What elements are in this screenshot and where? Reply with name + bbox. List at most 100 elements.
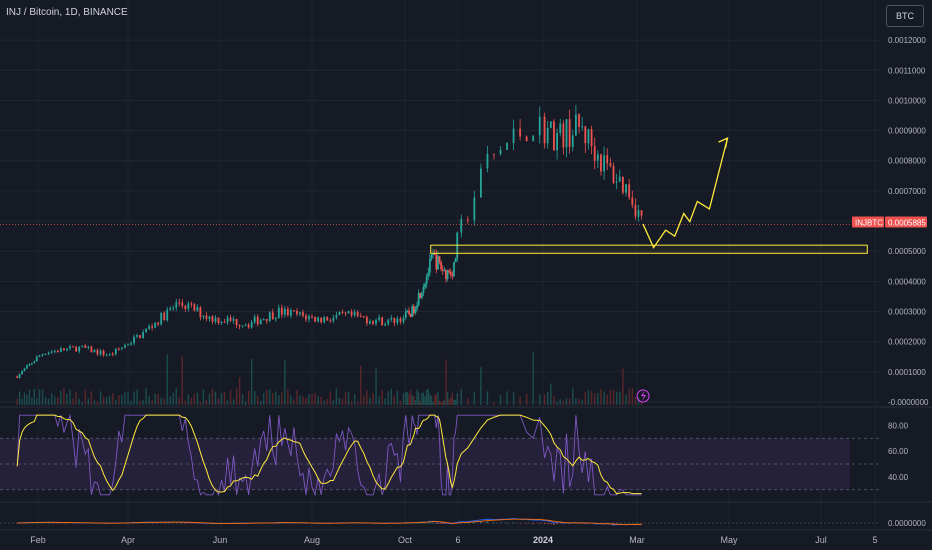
- volume-bar: [205, 399, 208, 405]
- candle-body: [356, 312, 359, 317]
- candle-body: [296, 310, 298, 315]
- volume-bar: [217, 398, 220, 405]
- volume-bar: [402, 393, 405, 405]
- candle-body: [393, 317, 396, 324]
- volume-bar: [634, 396, 637, 405]
- candle-body: [387, 319, 390, 325]
- macd-histogram-bar: [435, 523, 438, 524]
- volume-bar: [499, 395, 502, 405]
- candle-body: [466, 219, 469, 221]
- candle-body: [148, 326, 151, 329]
- macd-histogram-bar: [427, 522, 429, 524]
- rsi-tick-label: 60.00: [888, 447, 909, 456]
- volume-bar: [480, 367, 482, 405]
- macd-histogram-bar: [506, 522, 508, 524]
- candle-body: [359, 316, 362, 318]
- volume-bar: [590, 391, 593, 405]
- volume-bar: [23, 392, 26, 405]
- macd-histogram-bar: [440, 523, 442, 524]
- candle-body: [111, 353, 114, 355]
- macd-histogram-bar: [430, 522, 433, 524]
- volume-bar: [21, 398, 23, 405]
- candle-body: [93, 349, 96, 353]
- volume-bar: [96, 401, 99, 405]
- candle-body: [425, 276, 428, 284]
- candle-body: [305, 315, 307, 320]
- macd-histogram-bar: [550, 523, 552, 525]
- volume-bar: [467, 398, 469, 405]
- candle-body: [235, 319, 238, 326]
- candle-body: [166, 309, 169, 321]
- candle-body: [63, 348, 65, 351]
- volume-bar: [93, 400, 96, 405]
- volume-bar: [369, 397, 371, 405]
- volume-bar: [47, 398, 50, 405]
- volume-bar: [575, 398, 577, 405]
- macd-histogram-bar: [615, 523, 618, 524]
- volume-bar: [260, 401, 262, 405]
- candle-body: [347, 311, 350, 314]
- volume-bar: [78, 398, 80, 405]
- candle-body: [424, 283, 426, 287]
- volume-bar: [253, 390, 256, 405]
- candle-body: [72, 346, 74, 348]
- candle-body: [47, 352, 50, 355]
- volume-bar: [366, 390, 368, 405]
- candle-body: [223, 321, 226, 323]
- candle-body: [271, 312, 274, 320]
- macd-signal-line: [17, 518, 642, 526]
- volume-bar: [112, 393, 114, 405]
- volume-bar: [193, 393, 196, 405]
- candle-body: [145, 328, 147, 332]
- macd-histogram-bar: [532, 523, 534, 525]
- candle-body: [99, 350, 102, 355]
- volume-bar: [329, 391, 331, 405]
- volume-bar: [299, 395, 301, 405]
- candle-body: [226, 317, 229, 323]
- price-tick-label: 0.0004000: [888, 277, 926, 286]
- macd-histogram-bar: [553, 523, 555, 525]
- candle-body: [506, 143, 508, 150]
- volume-bar: [600, 388, 602, 405]
- volume-bar: [587, 389, 590, 405]
- candle-body: [265, 319, 268, 321]
- candle-body: [606, 155, 609, 164]
- macd-histogram-bar: [547, 523, 549, 524]
- candle-body: [87, 346, 90, 349]
- volume-bar: [133, 391, 135, 405]
- candle-body: [332, 317, 335, 321]
- currency-button[interactable]: BTC: [886, 5, 924, 27]
- candle-body: [631, 197, 634, 205]
- volume-bar: [118, 395, 120, 405]
- volume-bar: [26, 394, 28, 405]
- candle-body: [390, 317, 393, 320]
- volume-bar: [445, 359, 447, 405]
- candle-body: [427, 272, 430, 277]
- candle-body: [136, 335, 138, 337]
- volume-bar: [257, 395, 259, 405]
- macd-histogram-bar: [467, 522, 469, 524]
- volume-bar: [238, 377, 241, 405]
- volume-bar: [115, 400, 117, 405]
- candle-body: [268, 312, 271, 321]
- candle-body: [59, 348, 62, 353]
- volume-bar: [609, 389, 612, 405]
- candle-body: [187, 303, 190, 309]
- time-axis: Feb Apr Jun Aug Oct 6 2024 Mar May Jul 5: [30, 535, 877, 545]
- candle-body: [299, 312, 301, 315]
- time-tick-label: Mar: [629, 535, 645, 545]
- volume-bar: [296, 390, 298, 405]
- candle-body: [84, 345, 87, 349]
- volume-bar: [451, 392, 454, 405]
- macd-histogram-bar: [417, 522, 420, 524]
- macd-histogram-bar: [196, 523, 199, 524]
- volume-bar: [229, 389, 232, 405]
- volume-bar: [211, 388, 214, 405]
- volume-bar: [250, 358, 253, 405]
- candle-body: [238, 325, 241, 327]
- candle-body: [404, 311, 407, 318]
- candle-body: [449, 271, 452, 275]
- volume-bar: [145, 388, 147, 405]
- volume-bar: [440, 401, 442, 405]
